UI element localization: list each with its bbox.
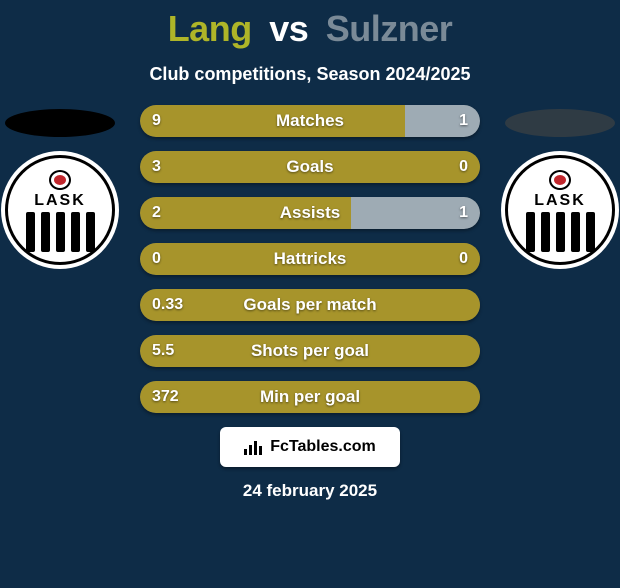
stat-fill-left (140, 335, 480, 367)
subtitle: Club competitions, Season 2024/2025 (0, 64, 620, 85)
stat-row: 21Assists (140, 197, 480, 229)
chart-icon (244, 439, 264, 455)
stat-fill-left (140, 289, 480, 321)
stat-row: 0.33Goals per match (140, 289, 480, 321)
stat-row: 372Min per goal (140, 381, 480, 413)
player2-silhouette-icon (505, 109, 615, 137)
stat-row: 30Goals (140, 151, 480, 183)
stat-row: 91Matches (140, 105, 480, 137)
comparison-title: Lang vs Sulzner (0, 8, 620, 50)
vs-text: vs (269, 8, 308, 49)
stat-bars: 91Matches 30Goals 21Assists 00Hattricks 0.33… (140, 105, 480, 413)
site-name: FcTables.com (270, 438, 376, 456)
stat-fill-left (140, 381, 480, 413)
player2-name: Sulzner (326, 8, 453, 49)
stat-row: 5.5Shots per goal (140, 335, 480, 367)
stat-fill-left (140, 105, 405, 137)
stat-fill-right (405, 105, 480, 137)
player1-name: Lang (168, 8, 252, 49)
stat-fill-left (140, 151, 480, 183)
stat-fill-right (351, 197, 480, 229)
site-badge: FcTables.com (220, 427, 400, 467)
stat-row: 00Hattricks (140, 243, 480, 275)
player1-club-label: LASK (34, 192, 86, 210)
date-label: 24 february 2025 (0, 481, 620, 501)
player1-silhouette-icon (5, 109, 115, 137)
player2-club-badge: LASK (501, 151, 619, 269)
stat-fill-left (140, 197, 351, 229)
stat-fill-left (140, 243, 480, 275)
comparison-arena: LASK LASK 91Matches 30Goals 21Assists 00Hat… (0, 105, 620, 413)
player2-side: LASK (500, 105, 620, 269)
player1-side: LASK (0, 105, 120, 269)
player1-club-badge: LASK (1, 151, 119, 269)
player2-club-label: LASK (534, 192, 586, 210)
